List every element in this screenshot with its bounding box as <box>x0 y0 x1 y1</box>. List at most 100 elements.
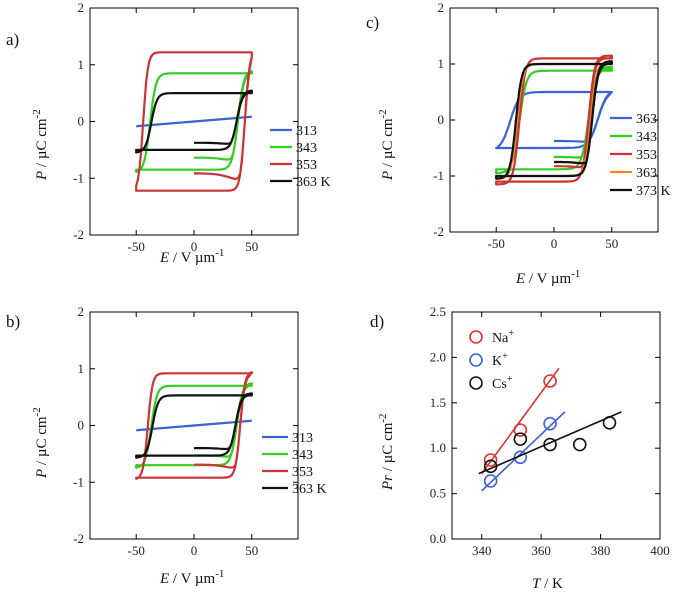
x-tick-label: -50 <box>488 236 505 251</box>
y-axis-unit: / µC cm <box>34 416 50 469</box>
legend-label: 343 <box>636 130 657 145</box>
scatter-d <box>478 367 622 492</box>
loops-a <box>135 51 253 192</box>
y-axis-symbol: P <box>34 171 50 181</box>
legend-b: 313 343 353 363 K <box>262 431 327 497</box>
x-tick-label: 50 <box>245 543 258 558</box>
x-tick-label: 0 <box>191 543 198 558</box>
panel-b: b) -50 0 50 -2 -1 0 1 2 313 343 353 363 K E / V µm… <box>6 304 327 587</box>
x-axis-symbol: T <box>532 576 542 592</box>
y-axis-exponent: -2 <box>377 413 389 422</box>
y-axis-label-c: P / µC cm-2 <box>377 109 396 181</box>
y-tick-label: 0.0 <box>430 531 446 546</box>
x-axis-exponent: -1 <box>215 568 224 580</box>
panel-c: c) -50 0 50 -2 -1 0 1 2 363 343 353 363 373 K E / V… <box>366 0 671 287</box>
y-axis-label-a: P / µC cm-2 <box>31 109 50 181</box>
legend-d: Na+K+Cs+ <box>469 328 514 392</box>
series-curve-313 <box>136 115 252 128</box>
x-axis-symbol: E <box>159 571 169 587</box>
y-tick-label: 0 <box>78 114 85 129</box>
series-loop-363-K <box>135 392 253 459</box>
legend-label: 353 <box>636 148 657 163</box>
loops-b <box>135 371 253 480</box>
x-axis-label-d: T / K <box>532 576 563 592</box>
data-point-Cs <box>483 459 498 474</box>
x-tick-label: 0 <box>551 236 558 251</box>
data-point-Na <box>483 453 498 467</box>
series-loop-363-K <box>135 89 253 154</box>
x-tick-label: 360 <box>531 543 551 558</box>
data-point-Na <box>543 374 557 388</box>
panel-label-d: d) <box>370 312 384 331</box>
panel-label-c: c) <box>366 13 379 32</box>
plot-frame-c <box>449 7 659 233</box>
legend-label: Na+ <box>492 328 514 346</box>
panel-label-b: b) <box>6 312 20 331</box>
y-tick-label: 2.5 <box>430 304 446 319</box>
x-axis-unit: / V µm <box>169 250 215 266</box>
x-axis-label-a: E / V µm-1 <box>159 247 224 266</box>
series-loop-353 <box>495 54 613 186</box>
axis-ticks-a: -50 0 50 -2 -1 0 1 2 <box>73 0 298 254</box>
y-axis-exponent: -2 <box>377 109 389 118</box>
x-axis-symbol: E <box>515 271 525 287</box>
legend-c: 363 343 353 363 373 K <box>610 112 671 199</box>
y-tick-label: 1 <box>438 56 445 71</box>
x-axis-unit: / V µm <box>525 271 571 287</box>
legend-label: 343 <box>292 448 313 463</box>
y-tick-label: 2 <box>78 0 85 15</box>
x-axis-exponent: -1 <box>571 268 580 280</box>
x-axis-unit: / V µm <box>169 571 215 587</box>
x-tick-label: 0 <box>191 239 198 254</box>
y-tick-label: -1 <box>433 168 444 183</box>
series-loop-353 <box>135 371 253 480</box>
series-curve-313 <box>136 419 252 432</box>
y-axis-symbol: P <box>34 469 50 479</box>
legend-label: 343 <box>296 141 317 156</box>
panel-label-a: a) <box>6 30 19 49</box>
legend-marker <box>469 376 483 390</box>
x-tick-label: 340 <box>472 543 492 558</box>
y-axis-exponent: -2 <box>31 407 43 416</box>
axis-ticks-c: -50 0 50 -2 -1 0 1 2 <box>433 0 658 251</box>
data-point-Cs <box>513 432 528 446</box>
legend-label: K+ <box>492 351 508 369</box>
y-axis-label-b: P / µC cm-2 <box>31 407 50 479</box>
legend-charge: + <box>502 351 508 362</box>
y-axis-unit: / µC cm <box>380 422 396 475</box>
data-point-K <box>513 450 528 465</box>
legend-marker <box>469 330 483 344</box>
y-tick-label: 0 <box>438 112 445 127</box>
legend-a: 313 343 353 363 K <box>270 124 331 190</box>
x-axis-symbol: E <box>159 250 169 266</box>
legend-ion: K <box>492 354 502 369</box>
y-tick-label: -2 <box>433 224 444 239</box>
x-axis-unit: / K <box>540 576 563 592</box>
y-tick-label: 2 <box>438 0 445 15</box>
data-point-Cs <box>543 437 557 452</box>
x-tick-label: 380 <box>591 543 611 558</box>
legend-marker <box>469 353 483 367</box>
data-point-Cs <box>572 437 587 452</box>
legend-charge: + <box>507 374 513 385</box>
x-tick-label: 400 <box>650 543 670 558</box>
y-axis-unit: / µC cm <box>380 118 396 171</box>
x-tick-label: 50 <box>245 239 258 254</box>
series-loop-373-K <box>495 60 613 180</box>
data-point-K <box>543 416 557 431</box>
legend-label: 313 <box>292 431 313 446</box>
y-tick-label: 2 <box>78 304 85 319</box>
legend-charge: + <box>508 328 514 339</box>
plot-frame-d <box>451 311 661 540</box>
legend-label: 353 <box>292 465 313 480</box>
legend-label: 353 <box>296 158 317 173</box>
y-tick-label: 0 <box>78 418 85 433</box>
legend-label: 313 <box>296 124 317 139</box>
x-axis-exponent: -1 <box>215 247 224 259</box>
x-axis-label-b: E / V µm-1 <box>159 568 224 587</box>
axis-ticks-d: 340 360 380 400 0.0 0.5 1.0 1.5 2.0 2.5 <box>430 304 670 558</box>
panel-a: a) -50 0 50 -2 -1 0 1 2 313 343 353 363 K E / V µm… <box>6 0 331 266</box>
data-point-Cs <box>602 415 617 430</box>
y-axis-symbol: P <box>380 171 396 181</box>
